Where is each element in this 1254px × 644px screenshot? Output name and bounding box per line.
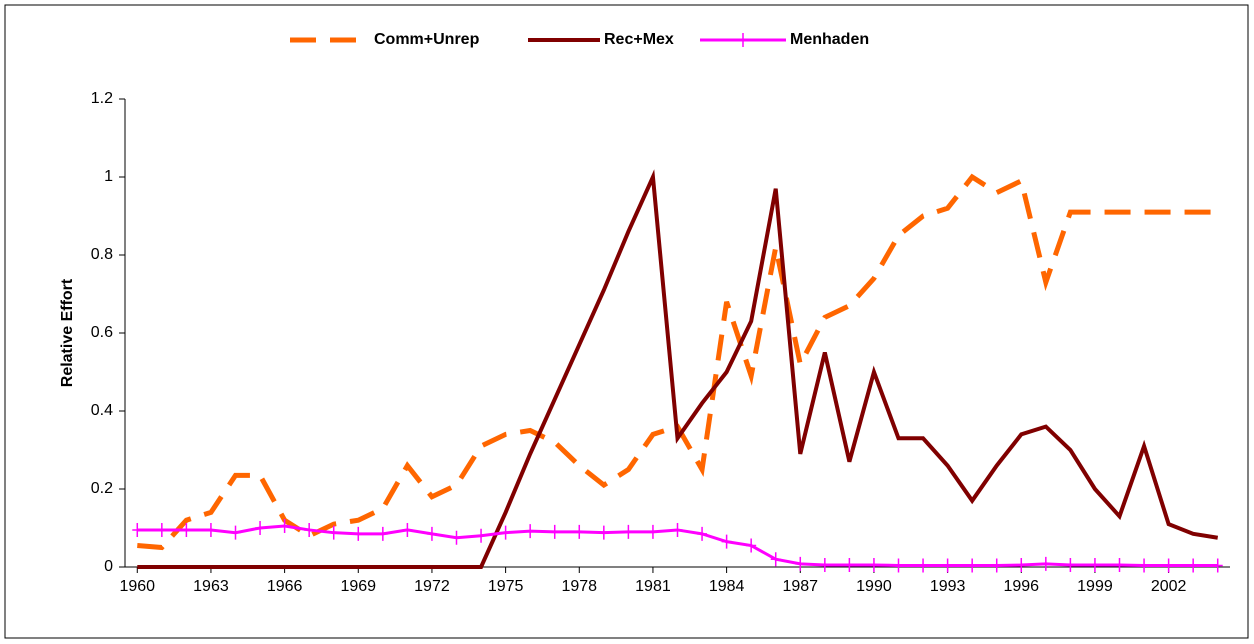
point-marker bbox=[1040, 556, 1051, 571]
point-marker bbox=[574, 524, 585, 539]
legend-label: Rec+Mex bbox=[604, 31, 674, 48]
x-tick-label: 1972 bbox=[414, 578, 450, 595]
point-marker bbox=[598, 525, 609, 540]
point-marker bbox=[746, 538, 757, 553]
legend-label: Comm+Unrep bbox=[374, 31, 480, 48]
point-marker bbox=[402, 522, 413, 537]
point-marker bbox=[844, 558, 855, 573]
x-tick-label: 1993 bbox=[930, 578, 966, 595]
point-marker bbox=[181, 522, 192, 537]
point-marker bbox=[1188, 558, 1199, 573]
point-marker bbox=[1163, 558, 1174, 573]
point-marker bbox=[304, 522, 315, 537]
x-tick-label: 1978 bbox=[561, 578, 597, 595]
point-marker bbox=[1016, 558, 1027, 573]
y-tick-label: 0.8 bbox=[91, 246, 113, 263]
point-marker bbox=[770, 552, 781, 567]
x-tick-label: 1987 bbox=[782, 578, 818, 595]
point-marker bbox=[328, 525, 339, 540]
x-tick-label: 1963 bbox=[193, 578, 229, 595]
x-tick-label: 1999 bbox=[1077, 578, 1113, 595]
point-marker bbox=[721, 534, 732, 549]
point-marker bbox=[1114, 558, 1125, 573]
y-tick-label: 0 bbox=[104, 558, 113, 575]
point-marker bbox=[279, 519, 290, 534]
point-marker bbox=[819, 558, 830, 573]
point-marker bbox=[1089, 558, 1100, 573]
point-marker bbox=[353, 526, 364, 541]
point-marker bbox=[1139, 558, 1150, 573]
x-tick-label: 2002 bbox=[1151, 578, 1187, 595]
y-tick-label: 1.2 bbox=[91, 90, 113, 107]
point-marker bbox=[377, 526, 388, 541]
point-marker bbox=[1212, 558, 1223, 573]
point-marker bbox=[623, 524, 634, 539]
legend-marker bbox=[738, 33, 748, 47]
point-marker bbox=[500, 525, 511, 540]
x-tick-label: 1996 bbox=[1003, 578, 1039, 595]
point-marker bbox=[476, 528, 487, 543]
point-marker bbox=[868, 558, 879, 573]
y-tick-label: 0.6 bbox=[91, 324, 113, 341]
point-marker bbox=[426, 526, 437, 541]
point-marker bbox=[647, 524, 658, 539]
x-tick-label: 1990 bbox=[856, 578, 892, 595]
point-marker bbox=[230, 525, 241, 540]
point-marker bbox=[451, 530, 462, 545]
point-marker bbox=[255, 521, 266, 535]
legend-label: Menhaden bbox=[790, 31, 869, 48]
x-tick-label: 1975 bbox=[488, 578, 524, 595]
y-tick-label: 0.2 bbox=[91, 480, 113, 497]
point-marker bbox=[991, 558, 1002, 573]
x-tick-label: 1969 bbox=[340, 578, 376, 595]
chart-frame bbox=[4, 4, 1249, 639]
x-tick-label: 1984 bbox=[709, 578, 745, 595]
point-marker bbox=[697, 526, 708, 541]
point-marker bbox=[967, 558, 978, 573]
point-marker bbox=[205, 522, 216, 537]
point-marker bbox=[1065, 558, 1076, 573]
point-marker bbox=[132, 522, 143, 537]
y-axis-label: Relative Effort bbox=[59, 278, 76, 387]
point-marker bbox=[672, 522, 683, 537]
series-line bbox=[137, 169, 1219, 569]
point-marker bbox=[549, 524, 560, 539]
point-marker bbox=[795, 556, 806, 571]
x-tick-label: 1981 bbox=[635, 578, 671, 595]
x-tick-label: 1966 bbox=[267, 578, 303, 595]
point-marker bbox=[156, 522, 167, 537]
x-tick-label: 1960 bbox=[119, 578, 155, 595]
point-marker bbox=[942, 558, 953, 573]
y-tick-label: 0.4 bbox=[91, 402, 113, 419]
y-tick-label: 1 bbox=[104, 168, 113, 185]
point-marker bbox=[918, 558, 929, 573]
point-marker bbox=[525, 524, 536, 539]
point-marker bbox=[893, 558, 904, 573]
